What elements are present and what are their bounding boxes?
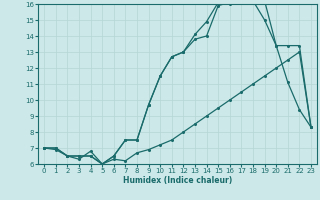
X-axis label: Humidex (Indice chaleur): Humidex (Indice chaleur) (123, 176, 232, 185)
